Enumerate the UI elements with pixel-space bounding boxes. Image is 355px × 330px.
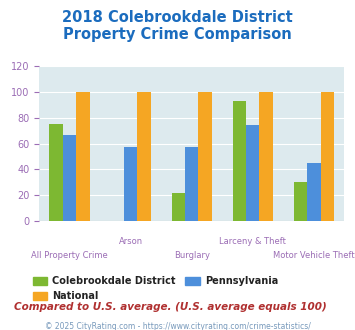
Text: Burglary: Burglary bbox=[174, 250, 210, 260]
Text: Motor Vehicle Theft: Motor Vehicle Theft bbox=[273, 250, 355, 260]
Bar bbox=[294, 182, 307, 221]
Bar bbox=[246, 125, 260, 221]
Text: Arson: Arson bbox=[119, 237, 143, 246]
Text: 2018 Colebrookdale District
Property Crime Comparison: 2018 Colebrookdale District Property Cri… bbox=[62, 10, 293, 42]
Text: © 2025 CityRating.com - https://www.cityrating.com/crime-statistics/: © 2025 CityRating.com - https://www.city… bbox=[45, 322, 310, 330]
Bar bbox=[49, 124, 63, 221]
Bar bbox=[307, 163, 321, 221]
Bar bbox=[260, 92, 273, 221]
Bar bbox=[76, 92, 90, 221]
Bar bbox=[185, 148, 198, 221]
Text: Larceny & Theft: Larceny & Theft bbox=[219, 237, 286, 246]
Bar bbox=[198, 92, 212, 221]
Legend: Colebrookdale District, National, Pennsylvania: Colebrookdale District, National, Pennsy… bbox=[29, 273, 282, 305]
Bar bbox=[137, 92, 151, 221]
Bar bbox=[63, 135, 76, 221]
Bar bbox=[321, 92, 334, 221]
Text: All Property Crime: All Property Crime bbox=[31, 250, 108, 260]
Text: Compared to U.S. average. (U.S. average equals 100): Compared to U.S. average. (U.S. average … bbox=[14, 302, 327, 312]
Bar bbox=[233, 101, 246, 221]
Bar bbox=[124, 148, 137, 221]
Bar bbox=[171, 193, 185, 221]
